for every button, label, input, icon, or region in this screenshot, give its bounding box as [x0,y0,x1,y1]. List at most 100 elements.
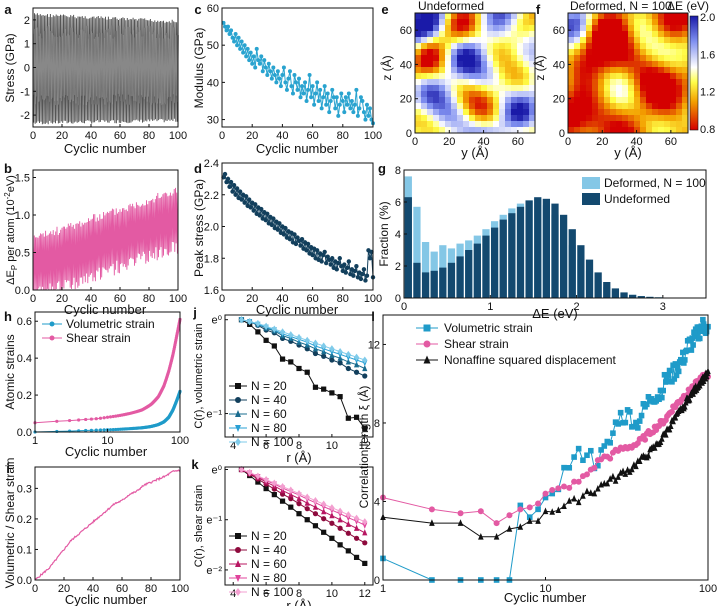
heatmap-cell [574,97,581,104]
modulus-point [355,113,360,118]
heatmap-cell [682,109,689,116]
peak-point [243,194,249,199]
heatmap-cell [574,31,581,38]
modulus-point [277,76,282,81]
heatmap-cell [487,73,494,80]
heatmap-cell [580,37,587,44]
heatmap-cell [616,97,623,104]
heatmap-cell [415,31,422,38]
heatmap-cell [499,79,506,86]
heatmap-cell [481,61,488,68]
heatmap-cell [682,55,689,62]
heatmap-cell [682,25,689,32]
heatmap-cell [604,97,611,104]
heatmap-cell [634,73,641,80]
heatmap-cell [427,91,434,98]
bar-undeformed [525,200,533,298]
corr-point [304,369,310,375]
heatmap-cell [580,13,587,20]
heatmap-cell [664,13,671,20]
modulus-point [330,87,335,92]
heatmap-cell [580,67,587,74]
panel-i-y-tick-label: 0.3 [17,483,32,495]
corr-point [288,496,294,502]
heatmap-cell [568,19,575,26]
legend-label: N = 40 [251,543,287,557]
heatmap-cell [664,115,671,122]
peak-point [343,270,349,275]
panel-a-x-tick-label: 40 [85,130,97,142]
heatmap-cell [517,103,524,110]
heatmap-cell [634,55,641,62]
panel-e-x-tick-label: 20 [443,136,455,148]
heatmap-cell [598,55,605,62]
heatmap-cell [427,25,434,32]
heatmap-cell [505,37,512,44]
panel-k-x-tick-label: 12 [359,588,371,600]
panel-l-label: l [371,309,375,324]
ratio-line [34,469,181,581]
panel-g-xlabel: ΔE (eV) [532,306,578,321]
heatmap-cell [493,91,500,98]
bar-undeformed [413,262,421,298]
panel-b-x-tick-label: 40 [85,293,97,305]
modulus-point [339,91,344,96]
xi-point [636,457,643,464]
heatmap-cell [511,85,518,92]
heatmap-cell [487,43,494,50]
bar-undeformed [447,262,456,298]
xi-point [607,475,613,482]
panel-d-x-tick-label: 100 [364,293,382,305]
heatmap-cell [670,91,677,98]
corr-point [296,365,302,372]
peak-point [304,248,309,253]
heatmap-cell [652,31,659,38]
modulus-point [248,50,253,55]
legend-label: Volumetric strain [66,317,155,331]
heatmap-cell [529,103,536,110]
panel-a-x-tick-label: 100 [169,130,187,142]
strain-point [77,418,81,422]
heatmap-cell [505,67,512,74]
panel-f-x-tick-label: 40 [630,136,642,148]
heatmap-cell [568,97,575,104]
xi-point [535,517,541,524]
heatmap-cell [634,67,641,74]
heatmap-cell [481,73,488,80]
heatmap-cell [580,85,587,92]
heatmap-cell [493,19,500,26]
heatmap-cell [610,73,617,80]
heatmap-cell [604,73,611,80]
heatmap-cell [634,49,641,56]
heatmap-cell [580,121,587,128]
modulus-point [313,91,318,96]
heatmap-cell [487,31,494,38]
heatmap-cell [676,61,683,68]
heatmap-cell [574,13,581,20]
heatmap-cell [523,97,530,104]
bar-undeformed [620,292,628,298]
xi-point [612,477,619,484]
corr-point [238,465,245,474]
panel-b-y-tick-label: 0.5 [15,248,30,260]
heatmap-cell [604,13,611,20]
heatmap-cell [493,121,500,128]
corr-point [263,485,269,492]
corr-point [312,523,319,529]
heatmap-cell [445,43,452,50]
heatmap-cell [580,97,587,104]
heatmap-cell [652,109,659,116]
panel-a-y-tick-label: 2 [24,15,30,27]
legend-marker [235,383,241,389]
heatmap-cell [580,73,587,80]
heatmap-cell [511,49,518,56]
xi-point [703,328,710,335]
heatmap-cell [616,19,623,26]
modulus-point [275,69,280,74]
heatmap-cell [646,19,653,26]
heatmap-cell [652,121,659,128]
heatmap-cell [451,79,458,86]
heatmap-cell [481,91,488,98]
heatmap-cell [511,79,518,86]
heatmap-cell [628,31,635,38]
